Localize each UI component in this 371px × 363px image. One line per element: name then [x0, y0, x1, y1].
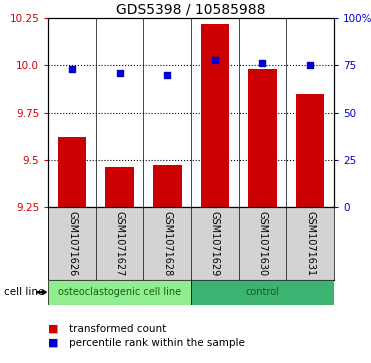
Point — [212, 57, 218, 62]
Text: ■: ■ — [48, 323, 59, 334]
Bar — [105, 167, 134, 207]
Title: GDS5398 / 10585988: GDS5398 / 10585988 — [116, 3, 266, 17]
Text: GSM1071628: GSM1071628 — [162, 211, 172, 276]
Point — [259, 61, 265, 66]
Point — [164, 72, 170, 78]
Point — [116, 70, 122, 76]
Text: GSM1071630: GSM1071630 — [257, 211, 267, 276]
Text: osteoclastogenic cell line: osteoclastogenic cell line — [58, 287, 181, 297]
Bar — [201, 24, 229, 207]
Point — [69, 66, 75, 72]
Bar — [296, 94, 324, 207]
Bar — [58, 137, 86, 207]
Bar — [153, 166, 181, 207]
Text: control: control — [246, 287, 279, 297]
Bar — [248, 69, 277, 207]
Text: percentile rank within the sample: percentile rank within the sample — [69, 338, 244, 348]
Text: GSM1071626: GSM1071626 — [67, 211, 77, 276]
Text: GSM1071631: GSM1071631 — [305, 211, 315, 276]
Text: ■: ■ — [48, 338, 59, 348]
Text: cell line: cell line — [4, 287, 44, 297]
Text: GSM1071627: GSM1071627 — [115, 211, 125, 276]
Text: GSM1071629: GSM1071629 — [210, 211, 220, 276]
Text: transformed count: transformed count — [69, 323, 166, 334]
Bar — [48, 280, 191, 305]
Point — [307, 62, 313, 68]
Bar — [191, 280, 334, 305]
